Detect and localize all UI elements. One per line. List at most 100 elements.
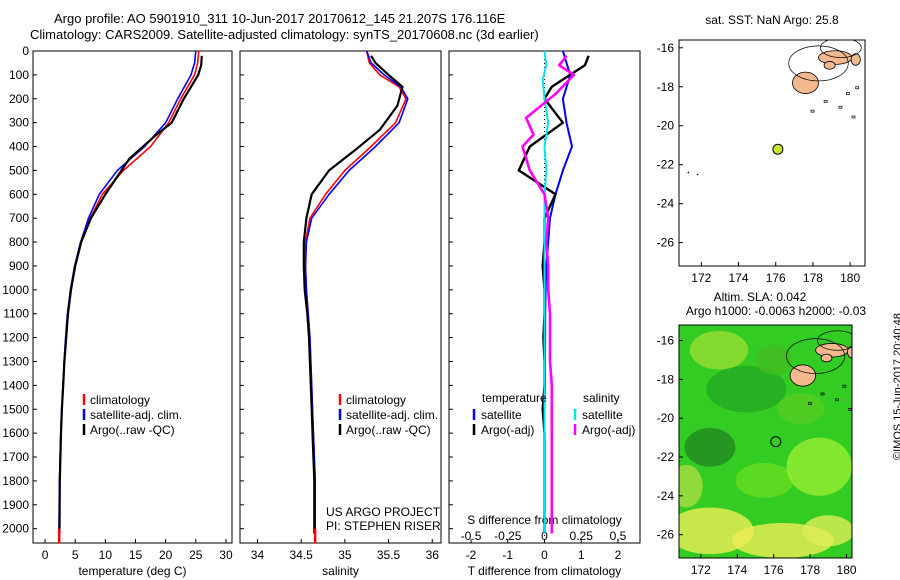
salinity-x-tick-label: 34.5 [289, 548, 313, 562]
island-shape [823, 61, 836, 70]
depth-tick-label: 1300 [2, 354, 29, 368]
temperature-series-line [58, 50, 200, 534]
small-island [820, 392, 825, 396]
difference-axis-label: T difference from climatology [468, 564, 622, 578]
sst-map-lon-label: 172 [691, 271, 711, 285]
depth-tick-label: 0 [22, 44, 29, 58]
temperature-axis-label: temperature (deg C) [78, 564, 186, 578]
salinity-diff-tick-label: -0.5 [461, 529, 482, 543]
sla-map-frame [678, 324, 853, 559]
depth-tick-label: 1400 [2, 378, 29, 392]
island-shape [789, 364, 816, 387]
depth-tick-label: 900 [9, 259, 29, 273]
temperature-legend-label: Argo(..raw -QC) [90, 423, 175, 437]
depth-tick-label: 1100 [3, 307, 29, 321]
depth-tick-label: 600 [9, 187, 29, 201]
sst-map-lat-label: -26 [657, 236, 675, 250]
sla-map-title: Altim. SLA: 0.042 [714, 290, 807, 304]
depth-tick-label: 700 [9, 211, 29, 225]
project-annotation: US ARGO PROJECT [326, 505, 441, 519]
sla-map-lat-label: -20 [657, 411, 675, 425]
island-shape [792, 71, 819, 94]
temperature-x-tick-label: 30 [219, 548, 233, 562]
salinity-series-line [302, 55, 404, 534]
small-island [842, 384, 847, 388]
sla-anomaly-patch [777, 392, 825, 425]
temperature-x-tick-label: 15 [129, 548, 143, 562]
pi-annotation: PI: STEPHEN RISER [326, 519, 441, 533]
difference-x-tick-label: -1 [502, 548, 513, 562]
salinity-series-line [304, 50, 407, 534]
difference-legend-title-salinity: salinity [583, 391, 620, 405]
sst-map-lon-label: 180 [840, 271, 860, 285]
salinity-diff-tick-label: 0.25 [570, 529, 594, 543]
depth-tick-label: 1200 [2, 331, 29, 345]
small-island [810, 109, 815, 113]
depth-tick-label: 1900 [2, 498, 29, 512]
sst-map-lat-label: -20 [657, 119, 675, 133]
depth-tick-label: 200 [9, 92, 29, 106]
small-island [838, 105, 843, 109]
salinity-legend-label: satellite-adj. clim. [346, 408, 438, 422]
sla-anomaly-patch [689, 330, 749, 370]
sla-map-lon-label: 178 [800, 563, 820, 577]
salinity-x-tick-label: 36 [426, 548, 440, 562]
sla-map-lon-label: 174 [727, 563, 747, 577]
sla-anomaly-patch [802, 515, 852, 547]
sst-map-lat-label: -16 [657, 41, 675, 55]
sla-anomaly-patch [735, 462, 794, 498]
sla-anomaly-patch [706, 365, 787, 413]
sst-map-lat-label: -24 [657, 197, 675, 211]
sst-map-title: sat. SST: NaN Argo: 25.8 [705, 13, 839, 27]
salinity-diff-tick-label: 0.5 [610, 529, 627, 543]
sst-map-lon-label: 178 [803, 271, 823, 285]
reef-outline [820, 40, 862, 58]
salinity-diff-tick-label: -0.25 [494, 529, 522, 543]
difference-legend-label: satellite [582, 408, 623, 422]
depth-tick-label: 300 [9, 116, 29, 130]
argo-float-marker [770, 436, 782, 448]
sst-map-lat-label: -22 [657, 158, 675, 172]
small-island [807, 402, 812, 406]
sla-map-lon-label: 180 [837, 563, 857, 577]
sla-map-content [679, 325, 852, 558]
small-island [846, 92, 850, 95]
island-shape [847, 345, 852, 359]
difference-legend-label: Argo(-adj) [582, 423, 635, 437]
small-island [696, 173, 699, 176]
sla-map-lat-label: -22 [657, 450, 675, 464]
depth-tick-label: 1000 [2, 283, 29, 297]
depth-tick-label: 800 [9, 235, 29, 249]
salinity-series-line [304, 50, 409, 534]
temperature-x-tick-label: 25 [189, 548, 203, 562]
small-island [823, 100, 828, 103]
sla-map-lat-label: -18 [657, 372, 675, 386]
difference-legend-title-temperature: temperature [482, 391, 547, 405]
difference-x-tick-label: -2 [466, 548, 477, 562]
header-line-2: Climatology: CARS2009. Satellite-adjuste… [30, 27, 539, 42]
temperature-x-tick-label: 10 [99, 548, 113, 562]
small-island [687, 171, 690, 174]
sla-map-lat-label: -26 [657, 528, 675, 542]
small-island [848, 408, 852, 411]
salinity-plot-frame [239, 50, 442, 544]
header-line-1: Argo profile: AO 5901910_311 10-Jun-2017… [54, 11, 506, 26]
difference-legend-label: satellite [481, 408, 522, 422]
temperature-series-line [58, 55, 203, 534]
difference-legend-label: Argo(-adj) [481, 423, 534, 437]
sla-anomaly-patch [786, 437, 852, 496]
temperature-x-tick-label: 0 [42, 548, 49, 562]
sla-anomaly-patch [684, 427, 736, 467]
sla-map-subtitle: Argo h1000: -0.0063 h2000: -0.03 [686, 304, 866, 318]
salinity-x-tick-label: 35.5 [377, 548, 401, 562]
sst-map-lat-label: -18 [657, 80, 675, 94]
temperature-x-tick-label: 20 [159, 548, 173, 562]
sst-map-content [788, 40, 862, 119]
sla-map-lat-label: -24 [657, 489, 675, 503]
temperature-x-tick-label: 5 [72, 548, 79, 562]
salinity-axis-label: salinity [322, 564, 359, 578]
depth-tick-label: 1600 [2, 426, 29, 440]
small-island [855, 86, 860, 90]
sla-anomaly-patch [755, 344, 792, 376]
argo-float-marker [772, 143, 784, 155]
